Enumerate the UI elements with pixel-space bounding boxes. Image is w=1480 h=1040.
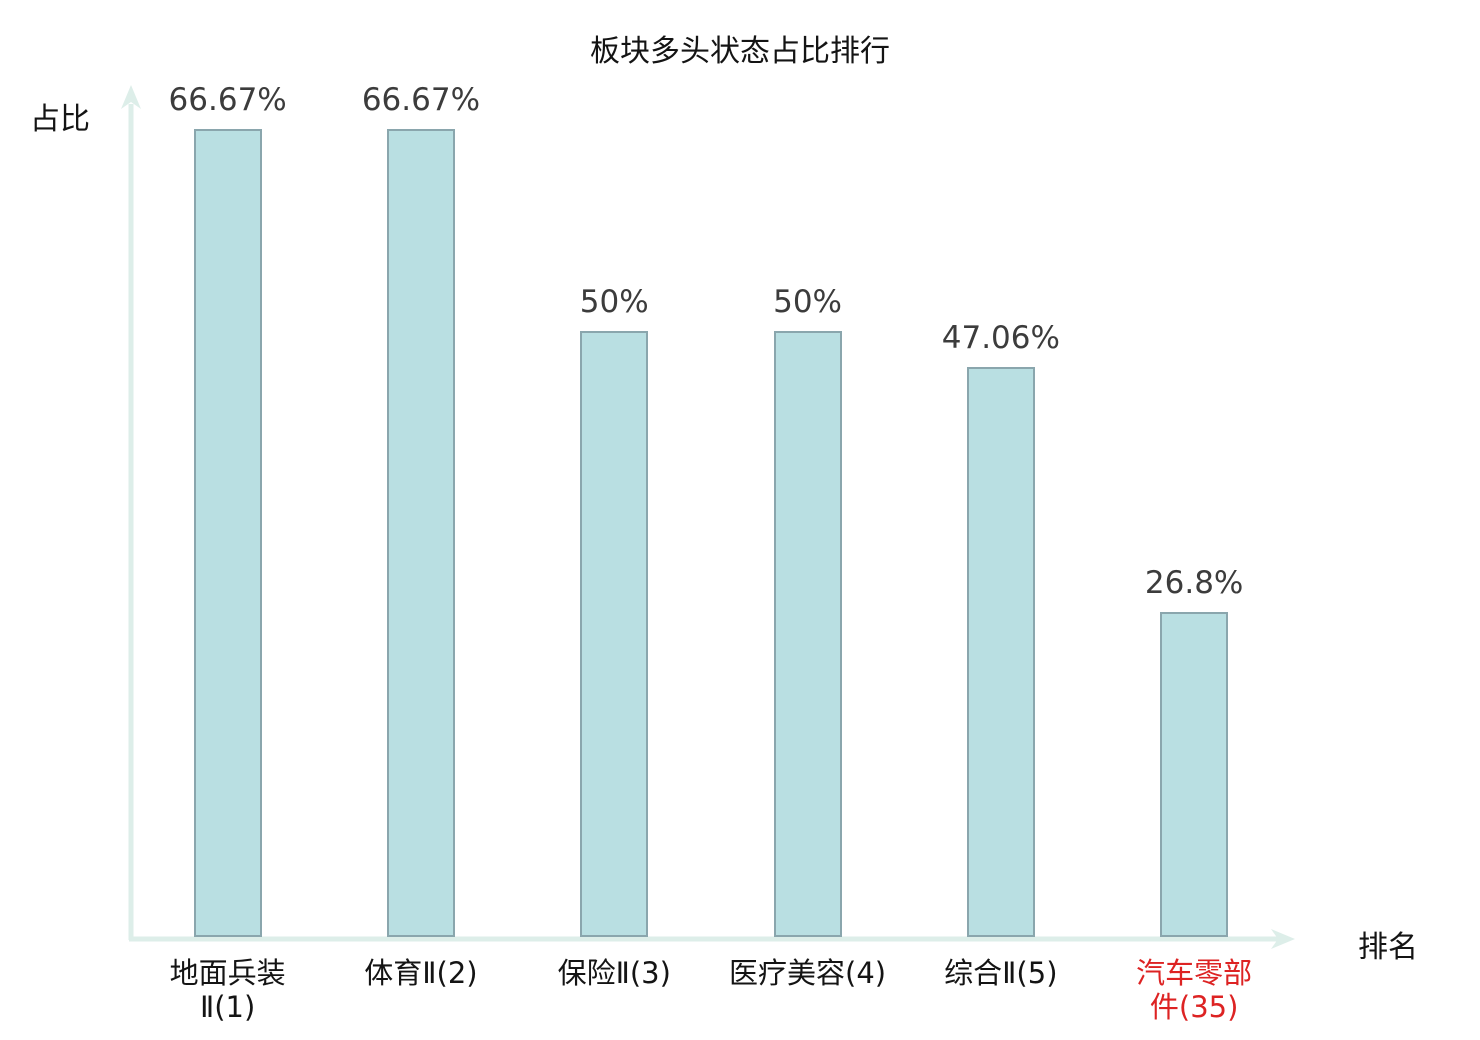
category-label-2: 体育Ⅱ(2) [364,956,478,990]
bar-value-label-6: 26.8% [1144,565,1244,601]
bar-2[interactable] [386,129,455,937]
category-label-3: 保险Ⅱ(3) [557,956,671,990]
bar-value-label-4: 50% [773,284,842,320]
bar-value-label-3: 50% [579,284,649,320]
y-axis-label: 占比 [30,102,90,137]
bar-value-label-5: 47.06% [941,320,1060,356]
category-label-1: 地面兵装 Ⅱ(1) [169,956,286,1025]
x-axis-line [129,929,1295,949]
category-label-6: 汽车零部 件(35) [1136,956,1253,1025]
bar-4[interactable] [773,331,842,937]
y-axis-line [121,85,141,940]
bar-1[interactable] [193,129,262,937]
bar-3[interactable] [580,331,649,937]
category-label-4: 医疗美容(4) [729,956,887,990]
bar-value-label-1: 66.67% [168,82,287,118]
bar-value-label-2: 66.67% [361,82,481,118]
bar-6[interactable] [1160,612,1229,937]
category-label-5: 综合Ⅱ(5) [944,956,1058,990]
x-axis-label: 排名 [1358,930,1418,965]
chart-title: 板块多头状态占比排行 [590,34,890,69]
bar-5[interactable] [966,367,1035,937]
